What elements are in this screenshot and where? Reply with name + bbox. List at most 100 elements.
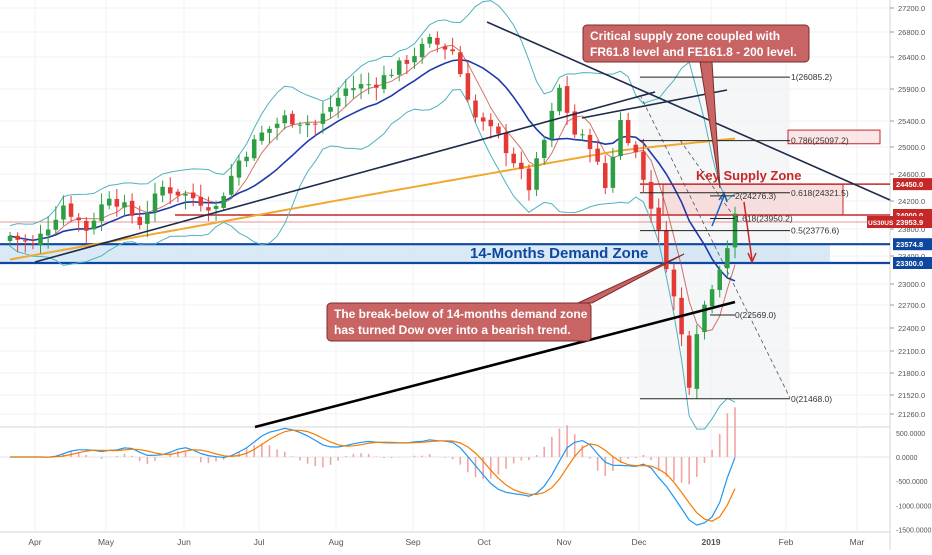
candle-body: [664, 230, 669, 270]
candle: [152, 182, 158, 222]
candle: [572, 104, 578, 139]
candle: [84, 217, 89, 244]
candle-body: [137, 216, 143, 225]
candle: [625, 112, 631, 146]
candle-body: [99, 204, 104, 222]
candle: [198, 184, 204, 212]
macd-tick-label: 0.0000: [896, 455, 918, 462]
candle-body: [213, 205, 219, 209]
candle-body: [541, 139, 547, 158]
candle: [381, 65, 387, 94]
macd-signal-line: [10, 429, 736, 522]
fib-level-label: 0.5(23776.6): [791, 226, 839, 236]
candle-body: [457, 52, 463, 75]
candle: [114, 188, 120, 217]
candle-body: [183, 194, 188, 196]
price-tag-bg: [893, 257, 932, 269]
symbol-tag-text: US30USD: [868, 220, 898, 227]
candle-body: [167, 187, 173, 194]
price-tag-text: 24000.0: [896, 211, 923, 220]
candle: [641, 138, 646, 193]
price-tick-label: 25400.0: [898, 117, 925, 126]
candle-body: [68, 203, 74, 217]
candle-body: [412, 56, 417, 63]
candle-body: [38, 233, 43, 246]
candle-body: [702, 304, 707, 333]
candle: [602, 155, 608, 194]
candle: [694, 324, 700, 399]
candle-body: [198, 196, 204, 206]
candle-body: [374, 84, 379, 88]
candle-body: [229, 175, 234, 195]
candle-body: [297, 124, 303, 126]
ext-diagonal-dashed: [679, 139, 736, 219]
candle-body: [206, 207, 211, 211]
candle-body: [656, 207, 661, 230]
candle-body: [572, 111, 578, 135]
demand-zone-fill: [0, 244, 830, 263]
candle: [534, 151, 539, 197]
price-tick-label: 25000.0: [898, 143, 925, 152]
candle: [633, 141, 639, 159]
candle: [496, 123, 501, 139]
candle-body: [503, 132, 509, 154]
candle: [419, 37, 425, 65]
candle-body: [595, 148, 600, 162]
candle-body: [366, 84, 371, 86]
candle: [610, 148, 616, 193]
candle: [343, 79, 349, 108]
price-tick-label: 21800.0: [898, 369, 925, 378]
candle: [22, 234, 28, 253]
candle-body: [129, 200, 135, 216]
bollinger-bands: [9, 0, 736, 430]
candle-body: [396, 60, 402, 75]
fib-ext-label: 1.618(23950.2): [735, 213, 793, 223]
price-tag-bg: [893, 216, 932, 228]
candle: [427, 33, 433, 48]
candle: [305, 115, 310, 138]
candle: [519, 151, 524, 180]
candle: [213, 200, 219, 222]
candle-body: [557, 87, 562, 112]
candle: [30, 235, 36, 250]
price-tick-label: 22700.0: [898, 301, 925, 310]
candle-body: [381, 75, 387, 90]
candle-body: [221, 196, 226, 208]
key-supply-label: Key Supply Zone: [696, 168, 801, 183]
candle-body: [145, 213, 150, 224]
fib-ext-label: 2(24276.3): [735, 191, 776, 201]
candle-body: [320, 113, 326, 124]
candle: [122, 194, 127, 216]
candle-body: [564, 86, 570, 113]
candle-body: [717, 269, 723, 290]
supply-callout-box: [582, 24, 810, 63]
candle: [129, 193, 135, 224]
candle: [320, 101, 326, 134]
candle: [465, 61, 471, 103]
macd-tick-label: -500.0000: [896, 479, 928, 486]
candle-body: [618, 120, 623, 157]
candle: [137, 205, 143, 230]
bollinger-upper: [9, 0, 736, 227]
candle: [7, 231, 13, 247]
fib-level-label: 0.618(24321.5): [791, 188, 849, 198]
candle-body: [91, 220, 97, 230]
candle: [488, 113, 494, 139]
bearish-callout-pointer: [577, 253, 685, 304]
candle-body: [244, 156, 249, 162]
candle-body: [274, 123, 280, 128]
candle: [412, 47, 417, 69]
candle-body: [511, 153, 516, 164]
bollinger-lower: [9, 88, 736, 430]
candle: [557, 84, 562, 116]
candle: [167, 177, 173, 205]
price-tick-label: 23400.0: [898, 252, 925, 261]
candle-body: [236, 160, 242, 178]
candle: [473, 94, 478, 123]
candle-body: [610, 156, 616, 188]
candle-body: [496, 126, 501, 134]
price-tag-text: 24450.0: [896, 180, 923, 189]
